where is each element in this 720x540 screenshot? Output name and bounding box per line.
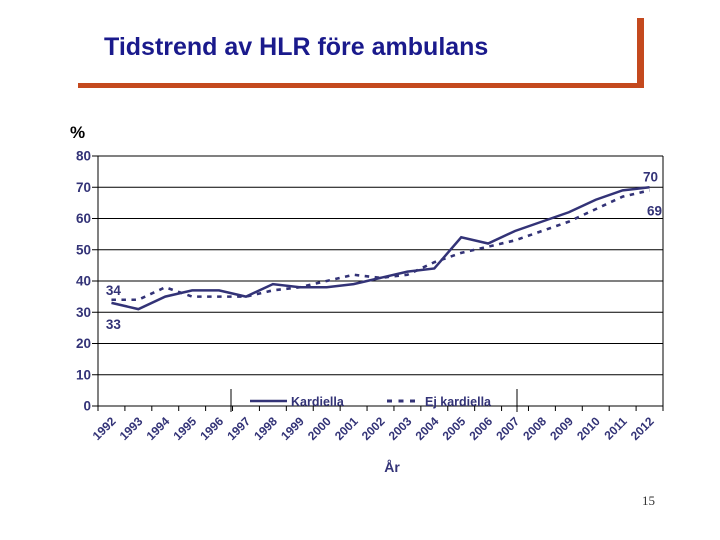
y-tick-label: 20 xyxy=(76,336,91,351)
data-label: 69 xyxy=(647,203,662,218)
x-tick-label: 2010 xyxy=(574,414,603,443)
x-tick-label: 1998 xyxy=(251,414,280,443)
series-line-ej-kardiella xyxy=(111,189,650,302)
y-tick-label: 60 xyxy=(76,211,91,226)
x-tick-label: 2007 xyxy=(493,414,522,443)
x-tick-label: 1993 xyxy=(117,414,146,443)
x-tick-label: 1996 xyxy=(197,414,226,443)
series-line-kardiella xyxy=(111,186,650,311)
page-number: 15 xyxy=(642,493,655,508)
y-tick-label: 70 xyxy=(76,180,91,195)
data-label: 70 xyxy=(643,169,658,184)
x-tick-label: 2012 xyxy=(628,414,657,443)
data-label: 33 xyxy=(106,317,122,332)
x-tick-label: 2001 xyxy=(332,414,361,443)
x-axis-title: År xyxy=(384,459,400,475)
title-corner-bar xyxy=(637,18,644,88)
legend-ej-kardiella-label: Ej kardiella xyxy=(425,395,492,409)
x-tick-label: 2005 xyxy=(440,414,469,443)
x-tick-label: 2011 xyxy=(601,414,630,443)
y-tick-label: 40 xyxy=(76,274,91,289)
x-tick-label: 2006 xyxy=(466,414,495,443)
x-tick-label: 2002 xyxy=(359,414,388,443)
x-tick-label: 2009 xyxy=(547,414,576,443)
x-tick-label: 2004 xyxy=(413,414,442,443)
y-tick-label: 50 xyxy=(76,242,91,257)
y-tick-label: 80 xyxy=(76,149,91,164)
y-axis-title: % xyxy=(70,123,85,142)
x-tick-label: 1997 xyxy=(224,414,253,443)
title-underline xyxy=(78,83,644,88)
x-tick-label: 2000 xyxy=(305,414,334,443)
slide-title: Tidstrend av HLR före ambulans xyxy=(104,33,489,61)
x-tick-label: 1995 xyxy=(171,414,200,443)
x-tick-label: 1999 xyxy=(278,414,307,443)
x-tick-label: 2008 xyxy=(520,414,549,443)
y-tick-label: 30 xyxy=(76,305,91,320)
y-tick-label: 10 xyxy=(76,367,91,382)
x-tick-label: 1992 xyxy=(90,414,119,443)
y-tick-label: 0 xyxy=(83,399,91,414)
x-tick-label: 1994 xyxy=(144,414,173,443)
x-tick-label: 2003 xyxy=(386,414,415,443)
legend-kardiella-label: Kardiella xyxy=(291,395,345,409)
data-label: 34 xyxy=(106,283,122,298)
